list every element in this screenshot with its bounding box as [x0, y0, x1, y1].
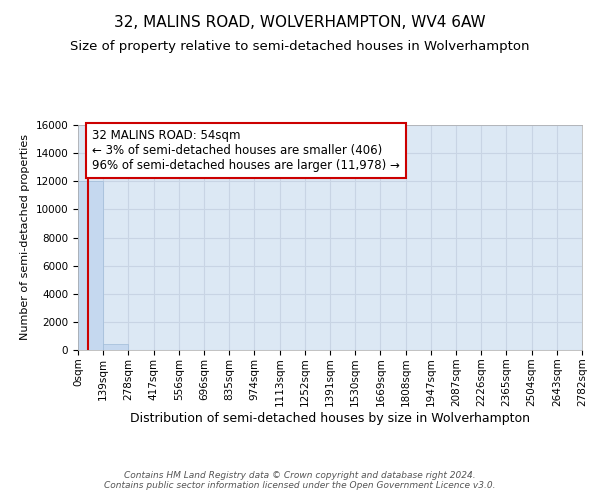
Bar — [103, 344, 128, 350]
Text: 32, MALINS ROAD, WOLVERHAMPTON, WV4 6AW: 32, MALINS ROAD, WOLVERHAMPTON, WV4 6AW — [114, 15, 486, 30]
Text: Contains HM Land Registry data © Crown copyright and database right 2024.
Contai: Contains HM Land Registry data © Crown c… — [104, 470, 496, 490]
Text: 32 MALINS ROAD: 54sqm
← 3% of semi-detached houses are smaller (406)
96% of semi: 32 MALINS ROAD: 54sqm ← 3% of semi-detac… — [92, 129, 400, 172]
Y-axis label: Number of semi-detached properties: Number of semi-detached properties — [20, 134, 30, 340]
Text: Size of property relative to semi-detached houses in Wolverhampton: Size of property relative to semi-detach… — [70, 40, 530, 53]
X-axis label: Distribution of semi-detached houses by size in Wolverhampton: Distribution of semi-detached houses by … — [130, 412, 530, 425]
Bar — [78, 181, 103, 350]
